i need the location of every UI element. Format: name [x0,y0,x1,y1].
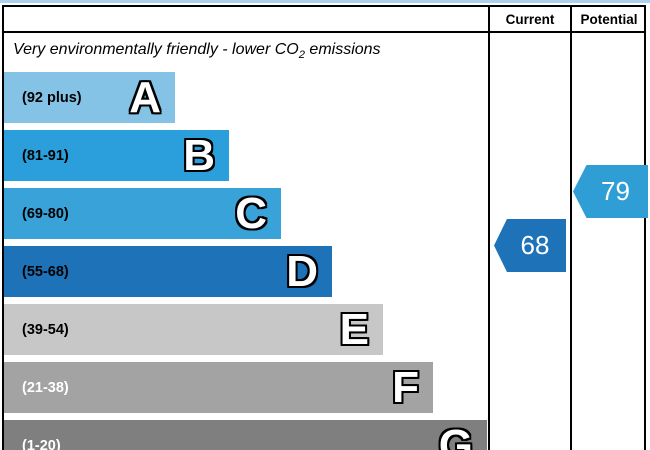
header-divider-line [2,31,646,33]
potential-rating-arrow: 79 [573,165,648,218]
top-edge-strip [0,0,650,3]
potential-column-divider [570,5,572,450]
band-letter: F [392,363,419,412]
band-letter: A [129,73,161,122]
band-g: (1-20) G [4,420,487,450]
band-c: (69-80) C [4,188,281,239]
band-letter: C [235,189,267,238]
band-range-label: (81-91) [22,147,69,164]
band-e: (39-54) E [4,304,383,355]
band-b: (81-91) B [4,130,229,181]
current-rating-arrow: 68 [494,219,566,272]
band-a: (92 plus) A [4,72,175,123]
chart-title-subscript: 2 [298,49,305,62]
potential-rating-value: 79 [601,176,630,206]
current-rating-value: 68 [520,230,550,260]
band-letter: G [438,421,473,450]
band-range-label: (92 plus) [22,89,82,106]
chart-title-text: Very environmentally friendly - lower CO [13,41,299,58]
band-range-label: (1-20) [22,437,61,450]
band-f: (21-38) F [4,362,433,413]
chart-title-suffix: emissions [304,41,381,58]
band-range-label: (21-38) [22,379,69,396]
current-column-header: Current [505,11,555,27]
band-d: (55-68) D [4,246,332,297]
band-range-label: (55-68) [22,263,69,280]
band-letter: D [286,247,318,296]
band-letter: B [183,131,215,180]
current-column-divider [488,5,490,450]
potential-column-header: Potential [580,11,638,27]
band-letter: E [339,305,369,354]
bands: (92 plus) A (81-91) B (69-80) C (55-68) … [4,72,488,450]
band-range-label: (39-54) [22,321,69,338]
chart-title: Very environmentally friendly - lower CO… [13,41,381,61]
band-range-label: (69-80) [22,205,69,222]
